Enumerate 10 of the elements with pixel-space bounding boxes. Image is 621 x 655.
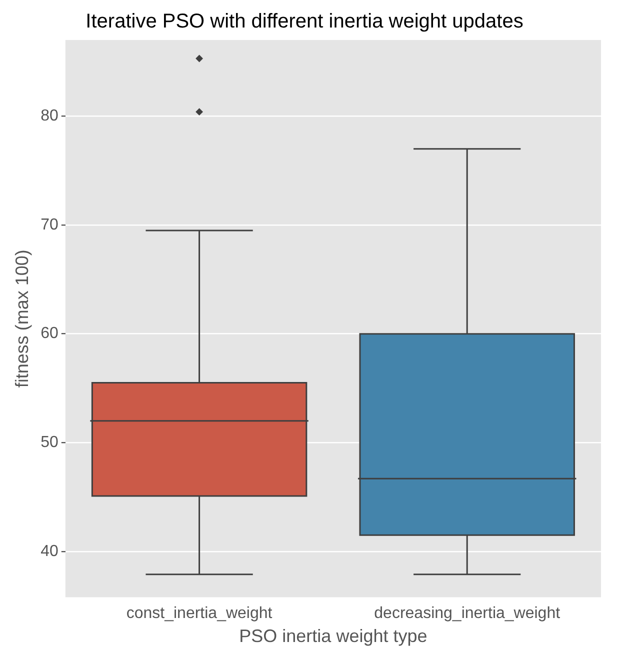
x-tick-label: decreasing_inertia_weight [374, 605, 561, 622]
x-axis-title: PSO inertia weight type [239, 626, 428, 646]
y-axis-title: fitness (max 100) [12, 250, 32, 388]
y-tick-label: 50 [40, 434, 58, 452]
chart-title: Iterative PSO with different inertia weight updates [86, 10, 524, 33]
y-tick-label: 80 [40, 108, 58, 125]
y-tick-label: 70 [40, 216, 58, 234]
y-tick-label: 60 [40, 325, 58, 342]
y-tick-label: 40 [40, 542, 58, 560]
x-tick-label: const_inertia_weight [126, 605, 273, 622]
